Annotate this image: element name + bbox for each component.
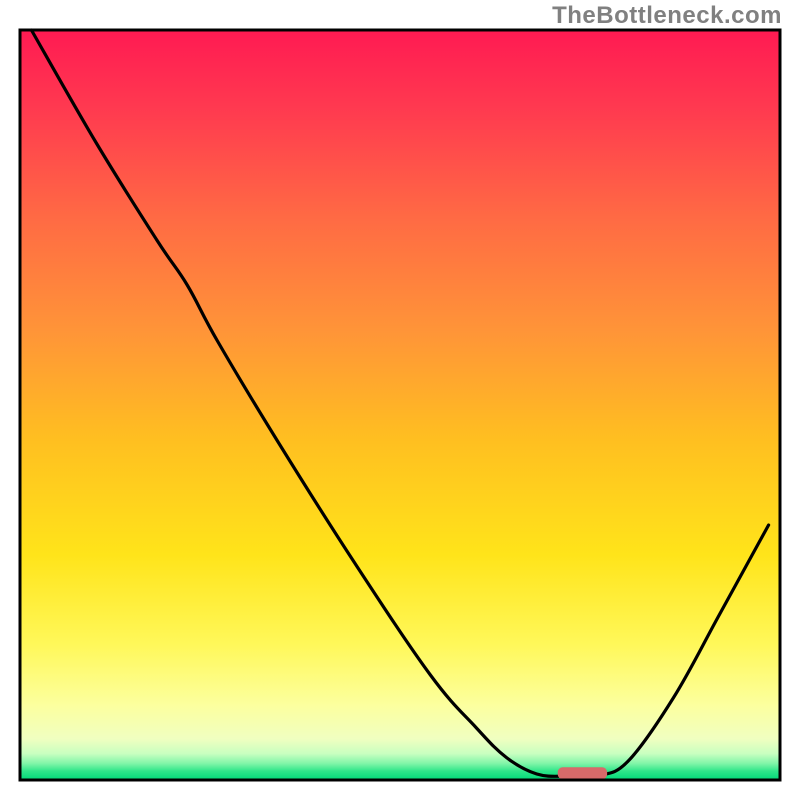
bottleneck-chart: [0, 0, 800, 800]
chart-container: TheBottleneck.com: [0, 0, 800, 800]
watermark-text: TheBottleneck.com: [552, 2, 782, 30]
optimal-marker: [558, 767, 607, 779]
plot-background: [20, 30, 780, 780]
